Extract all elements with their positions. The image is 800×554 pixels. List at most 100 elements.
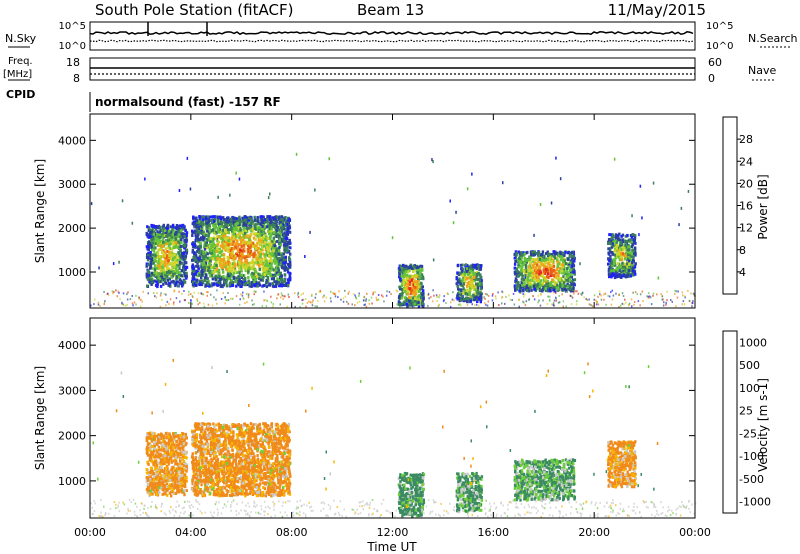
scatter-cell <box>242 297 244 300</box>
echo-cell <box>251 271 254 275</box>
echo-cell <box>226 267 229 271</box>
echo-cell <box>475 267 478 271</box>
scatter-cell <box>600 294 602 297</box>
echo-cell <box>158 272 161 276</box>
scatter-cell <box>141 300 143 303</box>
echo-cell <box>153 230 156 234</box>
scatter-cell <box>126 298 129 301</box>
scatter-cell <box>549 506 552 509</box>
echo-cell <box>173 271 176 275</box>
scatter-cell <box>570 303 573 306</box>
echo-cell <box>241 274 245 277</box>
echo-cell <box>174 232 177 236</box>
echo-cell <box>276 258 279 262</box>
echo-cell <box>216 257 219 260</box>
echo-cell <box>271 252 274 255</box>
scatter-cell <box>539 304 542 307</box>
scatter-cell <box>680 505 682 508</box>
echo-cell <box>158 244 161 248</box>
echo-cell <box>226 271 230 275</box>
scatter-cell <box>544 503 547 505</box>
echo-cell <box>161 238 165 242</box>
echo-cell <box>520 277 524 281</box>
echo-cell <box>247 270 250 274</box>
echo-cell <box>527 269 531 273</box>
echo-cell <box>614 248 617 251</box>
echo-cell <box>616 238 620 242</box>
echo-cell <box>258 236 261 240</box>
scatter-cell <box>603 293 605 296</box>
echo-cell <box>204 255 207 258</box>
echo-cell <box>531 272 534 276</box>
echo-cell <box>631 268 635 272</box>
echo-cell <box>466 288 469 292</box>
echo-cell <box>525 278 528 282</box>
echo-cell <box>560 263 563 267</box>
echo-cell <box>264 253 268 257</box>
scatter-cell <box>552 291 555 294</box>
echo-cell <box>195 216 198 220</box>
echo-cell <box>156 272 159 276</box>
echo-cell <box>212 257 215 261</box>
echo-cell <box>397 300 401 304</box>
scatter-cell <box>139 305 142 308</box>
scatter-cell <box>571 295 573 298</box>
scatter-cell <box>117 290 120 293</box>
echo-cell <box>237 283 241 287</box>
echo-cell <box>517 274 520 278</box>
scatter-cell <box>555 292 557 294</box>
echo-cell <box>626 257 629 261</box>
echo-cell <box>462 291 465 295</box>
scatter-cell <box>347 302 350 305</box>
echo-cell <box>288 260 292 264</box>
echo-cell <box>213 251 216 255</box>
scatter-cell <box>634 291 637 294</box>
echo-cell <box>264 264 267 268</box>
echo-cell <box>524 265 528 269</box>
scatter-cell <box>272 305 274 308</box>
echo-cell <box>570 264 574 268</box>
scatter-cell <box>497 291 499 294</box>
echo-cell <box>242 226 246 230</box>
echo-cell <box>283 231 286 235</box>
scatter-cell <box>593 298 595 301</box>
scatter-cell <box>445 302 447 304</box>
echo-cell <box>475 271 478 275</box>
sparse-cell <box>131 221 134 225</box>
scatter-cell <box>618 294 620 296</box>
echo-cell <box>204 242 207 246</box>
echo-cell <box>622 269 625 273</box>
echo-cell <box>268 218 271 222</box>
scatter-cell <box>344 289 346 292</box>
scatter-cell <box>100 499 102 502</box>
echo-cell <box>267 269 271 273</box>
scatter-cell <box>104 300 106 303</box>
echo-cell <box>202 222 205 226</box>
echo-cell <box>517 250 520 254</box>
scatter-cell <box>586 298 588 301</box>
echo-cell <box>406 277 409 281</box>
scatter-cell <box>286 305 288 308</box>
echo-cell <box>524 263 528 267</box>
echo-cell <box>149 260 153 264</box>
echo-cell <box>627 253 630 256</box>
echo-cell <box>183 246 187 250</box>
echo-cell <box>158 240 162 244</box>
echo-cell <box>474 288 477 291</box>
echo-cell <box>284 260 287 264</box>
scatter-cell <box>501 302 503 305</box>
echo-cell <box>420 264 424 268</box>
echo-cell <box>200 272 203 276</box>
echo-cell <box>209 237 212 240</box>
scatter-cell <box>323 300 326 303</box>
echo-cell <box>403 296 407 300</box>
scatter-cell <box>486 293 488 296</box>
scatter-cell <box>436 296 438 298</box>
echo-cell <box>610 251 614 254</box>
echo-cell <box>148 243 151 247</box>
echo-cell <box>410 278 413 282</box>
echo-cell <box>212 219 215 223</box>
echo-cell <box>239 256 242 260</box>
echo-cell <box>254 246 258 250</box>
echo-cell <box>234 269 237 273</box>
